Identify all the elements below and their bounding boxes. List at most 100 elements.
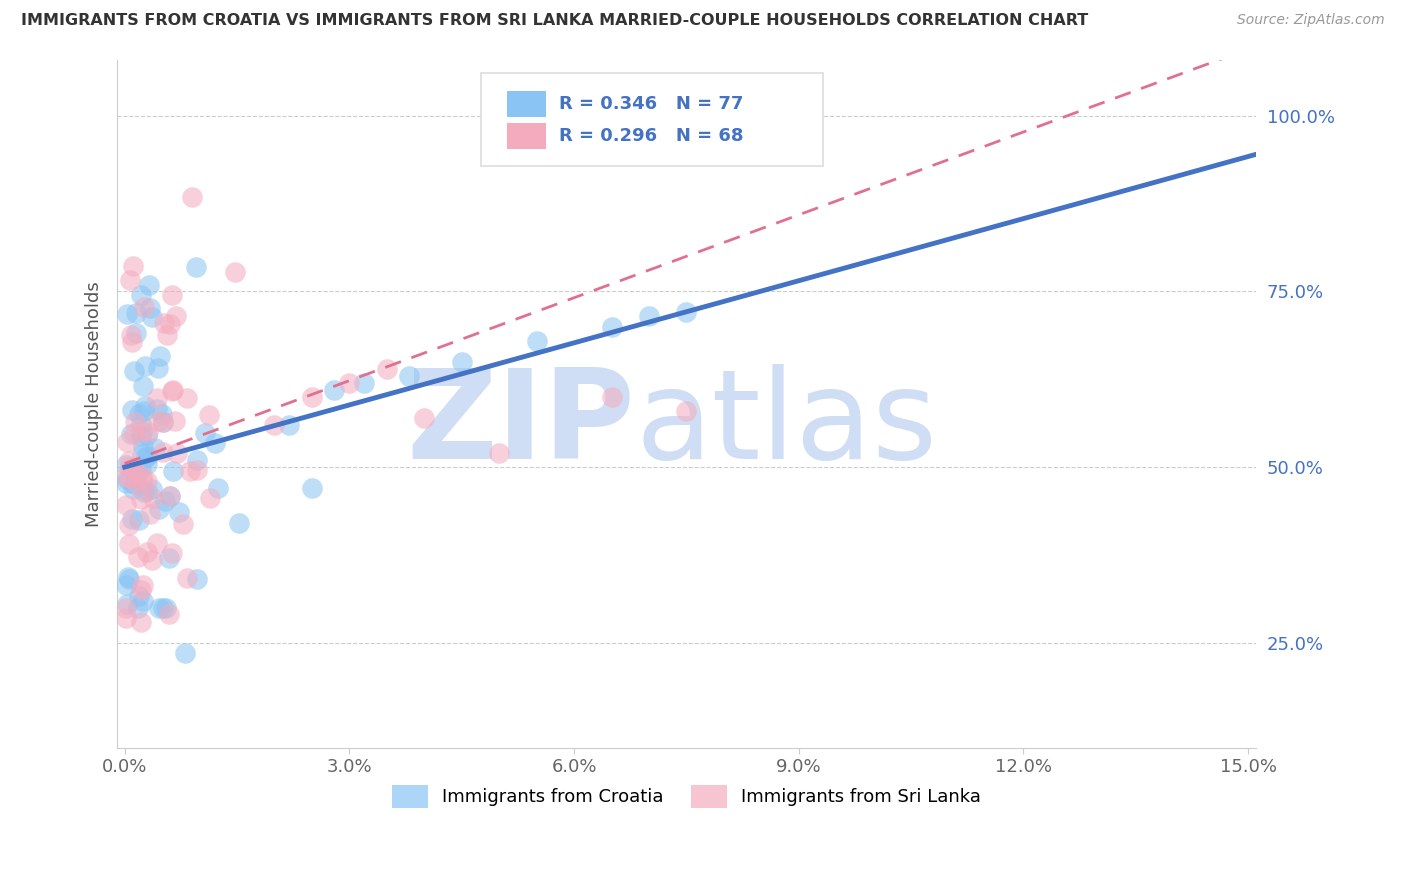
Point: [204, 436, 226, 450]
Point: [148, 413, 170, 427]
Point: [167, 505, 190, 519]
Point: [136, 458, 159, 472]
FancyBboxPatch shape: [481, 73, 823, 166]
Point: [132, 300, 155, 314]
Point: [121, 482, 143, 496]
Point: [152, 316, 174, 330]
Point: [115, 307, 138, 321]
Point: [118, 572, 141, 586]
Point: [162, 383, 184, 397]
Point: [135, 545, 157, 559]
Point: [136, 474, 159, 488]
Point: [153, 493, 176, 508]
Point: [173, 646, 195, 660]
Point: [375, 361, 398, 376]
Point: [132, 578, 155, 592]
Point: [127, 600, 149, 615]
Point: [301, 390, 323, 404]
Point: [186, 463, 208, 477]
Point: [129, 491, 152, 506]
Point: [163, 414, 186, 428]
Point: [198, 491, 221, 505]
Point: [228, 516, 250, 530]
Point: [124, 415, 146, 429]
Point: [131, 468, 153, 483]
Point: [413, 410, 436, 425]
Point: [115, 598, 138, 612]
Point: [600, 390, 623, 404]
Point: [162, 288, 184, 302]
Point: [172, 517, 194, 532]
Point: [132, 474, 155, 488]
Point: [143, 441, 166, 455]
Point: [115, 475, 138, 490]
Point: [129, 417, 152, 432]
Point: [149, 349, 172, 363]
Point: [115, 468, 138, 483]
Point: [128, 407, 150, 421]
Point: [146, 535, 169, 549]
Point: [129, 288, 152, 302]
Point: [141, 552, 163, 566]
Point: [121, 402, 143, 417]
Point: [115, 458, 138, 472]
Point: [148, 502, 170, 516]
Point: [136, 425, 159, 440]
Point: [139, 301, 162, 315]
Point: [398, 368, 420, 383]
Point: [134, 359, 156, 373]
Point: [117, 570, 139, 584]
Point: [157, 607, 180, 621]
Text: IMMIGRANTS FROM CROATIA VS IMMIGRANTS FROM SRI LANKA MARRIED-COUPLE HOUSEHOLDS C: IMMIGRANTS FROM CROATIA VS IMMIGRANTS FR…: [21, 13, 1088, 29]
Point: [120, 471, 142, 485]
Point: [263, 417, 285, 432]
Point: [132, 593, 155, 607]
Point: [156, 328, 179, 343]
Point: [146, 391, 169, 405]
Point: [152, 415, 174, 429]
Point: [128, 589, 150, 603]
Point: [138, 278, 160, 293]
Point: [186, 572, 208, 586]
Point: [135, 483, 157, 498]
Point: [197, 409, 219, 423]
Point: [131, 439, 153, 453]
Point: [121, 512, 143, 526]
Point: [141, 310, 163, 325]
Point: [146, 401, 169, 416]
Point: [131, 425, 153, 439]
Point: [600, 319, 623, 334]
Point: [136, 450, 159, 464]
Point: [184, 260, 207, 274]
Point: [129, 582, 152, 597]
Point: [120, 273, 142, 287]
Point: [115, 434, 138, 449]
Point: [131, 615, 153, 629]
Point: [353, 376, 375, 390]
Text: atlas: atlas: [636, 364, 938, 485]
Point: [152, 600, 174, 615]
Point: [142, 491, 165, 505]
Point: [115, 471, 138, 485]
Point: [675, 305, 697, 319]
Point: [224, 265, 246, 279]
Point: [165, 310, 187, 324]
Point: [323, 383, 346, 397]
Point: [207, 481, 229, 495]
Text: Source: ZipAtlas.com: Source: ZipAtlas.com: [1237, 13, 1385, 28]
Point: [450, 354, 472, 368]
Point: [166, 446, 188, 460]
Y-axis label: Married-couple Households: Married-couple Households: [86, 281, 103, 526]
Point: [118, 454, 141, 468]
Point: [278, 417, 301, 432]
Point: [488, 446, 510, 460]
Point: [134, 399, 156, 413]
Point: [301, 481, 323, 495]
Point: [146, 361, 169, 376]
Point: [159, 489, 181, 503]
Point: [141, 482, 163, 496]
Point: [127, 549, 149, 564]
Point: [118, 518, 141, 533]
Point: [125, 306, 148, 320]
Point: [638, 309, 661, 323]
